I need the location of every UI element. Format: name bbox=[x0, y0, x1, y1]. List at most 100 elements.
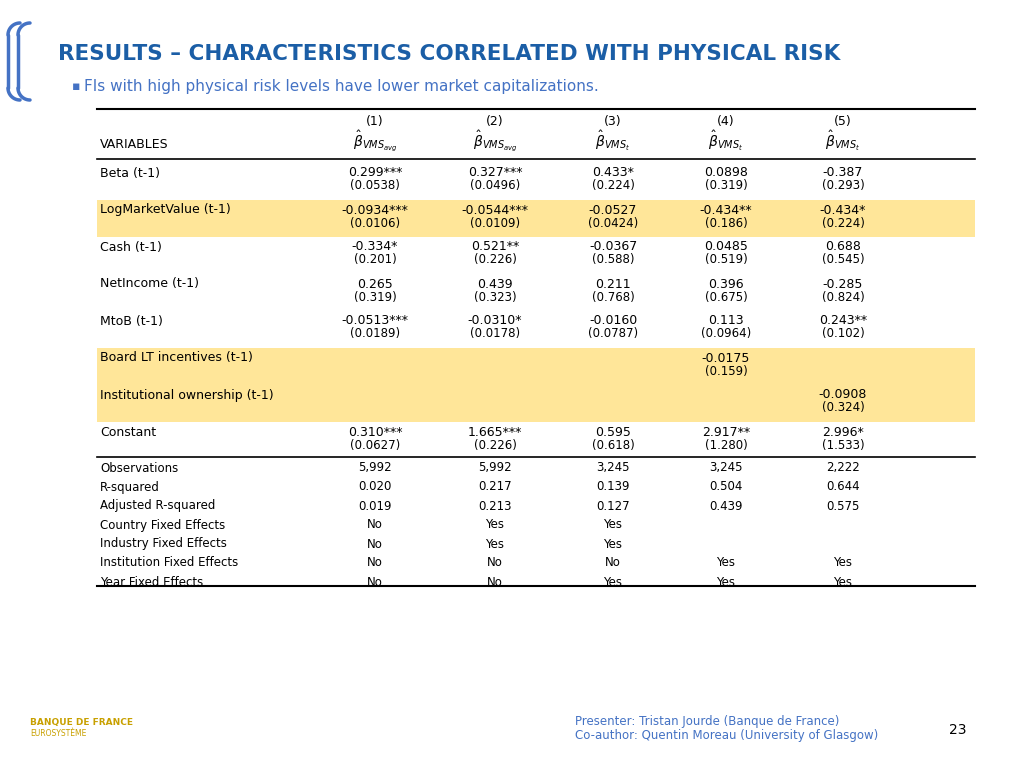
Text: (0.0178): (0.0178) bbox=[470, 327, 520, 340]
Text: -0.0367: -0.0367 bbox=[589, 240, 637, 253]
Text: (0.319): (0.319) bbox=[705, 180, 748, 193]
Text: MtoB (t-1): MtoB (t-1) bbox=[100, 315, 163, 327]
Text: 5,992: 5,992 bbox=[358, 462, 392, 475]
Text: $\hat{\beta}_{VMS_{avg}}$: $\hat{\beta}_{VMS_{avg}}$ bbox=[353, 128, 397, 154]
Text: -0.387: -0.387 bbox=[823, 167, 863, 180]
Text: No: No bbox=[367, 557, 383, 570]
Text: ▪: ▪ bbox=[72, 80, 81, 92]
Text: Yes: Yes bbox=[717, 557, 735, 570]
Text: -0.285: -0.285 bbox=[823, 277, 863, 290]
Text: (0.0106): (0.0106) bbox=[350, 217, 400, 230]
Text: 23: 23 bbox=[949, 723, 967, 737]
Text: (0.0424): (0.0424) bbox=[588, 217, 638, 230]
Text: (0.0109): (0.0109) bbox=[470, 217, 520, 230]
Bar bbox=[97, 348, 975, 385]
Text: Adjusted R-squared: Adjusted R-squared bbox=[100, 499, 215, 512]
Text: 0.211: 0.211 bbox=[595, 277, 631, 290]
Text: 0.0485: 0.0485 bbox=[705, 240, 748, 253]
Text: No: No bbox=[605, 557, 621, 570]
Text: (0.824): (0.824) bbox=[821, 290, 864, 303]
Text: -0.0310*: -0.0310* bbox=[468, 315, 522, 327]
Text: (0.545): (0.545) bbox=[821, 253, 864, 266]
Text: -0.0513***: -0.0513*** bbox=[341, 315, 409, 327]
Text: (0.0964): (0.0964) bbox=[700, 327, 752, 340]
Text: (0.675): (0.675) bbox=[705, 290, 748, 303]
Text: No: No bbox=[367, 518, 383, 531]
Text: Institutional ownership (t-1): Institutional ownership (t-1) bbox=[100, 389, 273, 402]
Bar bbox=[97, 385, 975, 422]
Text: (0.0787): (0.0787) bbox=[588, 327, 638, 340]
Text: $\hat{\beta}_{VMS_{t}}$: $\hat{\beta}_{VMS_{t}}$ bbox=[596, 129, 631, 153]
Text: 0.265: 0.265 bbox=[357, 277, 393, 290]
Text: BANQUE DE FRANCE: BANQUE DE FRANCE bbox=[30, 717, 133, 727]
Text: Yes: Yes bbox=[603, 538, 623, 551]
Text: Industry Fixed Effects: Industry Fixed Effects bbox=[100, 538, 227, 551]
Text: -0.0160: -0.0160 bbox=[589, 315, 637, 327]
Text: Yes: Yes bbox=[834, 575, 853, 588]
Text: Yes: Yes bbox=[834, 557, 853, 570]
Text: (3): (3) bbox=[604, 115, 622, 128]
Text: $\hat{\beta}_{VMS_{t}}$: $\hat{\beta}_{VMS_{t}}$ bbox=[825, 129, 860, 153]
Text: Presenter: Tristan Jourde (Banque de France): Presenter: Tristan Jourde (Banque de Fra… bbox=[575, 716, 840, 729]
Text: Cash (t-1): Cash (t-1) bbox=[100, 240, 162, 253]
Text: (0.319): (0.319) bbox=[353, 290, 396, 303]
Text: Co-author: Quentin Moreau (University of Glasgow): Co-author: Quentin Moreau (University of… bbox=[575, 730, 879, 743]
Text: FIs with high physical risk levels have lower market capitalizations.: FIs with high physical risk levels have … bbox=[84, 78, 599, 94]
Text: (0.201): (0.201) bbox=[353, 253, 396, 266]
Text: (4): (4) bbox=[717, 115, 735, 128]
Text: 0.327***: 0.327*** bbox=[468, 167, 522, 180]
Text: -0.434**: -0.434** bbox=[699, 204, 753, 217]
Text: -0.0527: -0.0527 bbox=[589, 204, 637, 217]
Text: (0.102): (0.102) bbox=[821, 327, 864, 340]
Text: 3,245: 3,245 bbox=[596, 462, 630, 475]
Text: -0.434*: -0.434* bbox=[820, 204, 866, 217]
Text: 0.396: 0.396 bbox=[709, 277, 743, 290]
Text: LogMarketValue (t-1): LogMarketValue (t-1) bbox=[100, 204, 230, 217]
Text: 0.310***: 0.310*** bbox=[348, 425, 402, 439]
Text: (1.533): (1.533) bbox=[821, 439, 864, 452]
Text: 3,245: 3,245 bbox=[710, 462, 742, 475]
Text: (0.588): (0.588) bbox=[592, 253, 634, 266]
Text: -0.0175: -0.0175 bbox=[701, 352, 751, 365]
Text: -0.0934***: -0.0934*** bbox=[342, 204, 409, 217]
Text: $\hat{\beta}_{VMS_{t}}$: $\hat{\beta}_{VMS_{t}}$ bbox=[709, 129, 743, 153]
Text: 0.127: 0.127 bbox=[596, 499, 630, 512]
Text: -0.334*: -0.334* bbox=[352, 240, 398, 253]
Text: (1): (1) bbox=[367, 115, 384, 128]
Text: (0.224): (0.224) bbox=[592, 180, 635, 193]
Text: Yes: Yes bbox=[485, 538, 505, 551]
Text: Institution Fixed Effects: Institution Fixed Effects bbox=[100, 557, 239, 570]
Text: (0.519): (0.519) bbox=[705, 253, 748, 266]
Text: (0.323): (0.323) bbox=[474, 290, 516, 303]
Text: Year Fixed Effects: Year Fixed Effects bbox=[100, 575, 203, 588]
Text: Yes: Yes bbox=[717, 575, 735, 588]
Bar bbox=[97, 200, 975, 237]
Text: 0.019: 0.019 bbox=[358, 499, 392, 512]
Text: (0.226): (0.226) bbox=[473, 439, 516, 452]
Text: (0.226): (0.226) bbox=[473, 253, 516, 266]
Text: NetIncome (t-1): NetIncome (t-1) bbox=[100, 277, 199, 290]
Text: No: No bbox=[367, 538, 383, 551]
Text: 2.996*: 2.996* bbox=[822, 425, 864, 439]
Text: 0.0898: 0.0898 bbox=[705, 167, 748, 180]
Text: (0.0538): (0.0538) bbox=[350, 180, 400, 193]
Text: 5,992: 5,992 bbox=[478, 462, 512, 475]
Text: 0.688: 0.688 bbox=[825, 240, 861, 253]
Text: Country Fixed Effects: Country Fixed Effects bbox=[100, 518, 225, 531]
Text: R-squared: R-squared bbox=[100, 481, 160, 494]
Text: (0.768): (0.768) bbox=[592, 290, 635, 303]
Text: 0.213: 0.213 bbox=[478, 499, 512, 512]
Text: RESULTS – CHARACTERISTICS CORRELATED WITH PHYSICAL RISK: RESULTS – CHARACTERISTICS CORRELATED WIT… bbox=[58, 44, 841, 64]
Text: 0.113: 0.113 bbox=[709, 315, 743, 327]
Text: 1.665***: 1.665*** bbox=[468, 425, 522, 439]
Text: 0.521**: 0.521** bbox=[471, 240, 519, 253]
Text: 0.644: 0.644 bbox=[826, 481, 860, 494]
Text: 2,222: 2,222 bbox=[826, 462, 860, 475]
Text: (1.280): (1.280) bbox=[705, 439, 748, 452]
Text: (0.0189): (0.0189) bbox=[350, 327, 400, 340]
Text: (0.293): (0.293) bbox=[821, 180, 864, 193]
Text: (5): (5) bbox=[835, 115, 852, 128]
Text: 0.575: 0.575 bbox=[826, 499, 860, 512]
Text: No: No bbox=[367, 575, 383, 588]
Text: (0.186): (0.186) bbox=[705, 217, 748, 230]
